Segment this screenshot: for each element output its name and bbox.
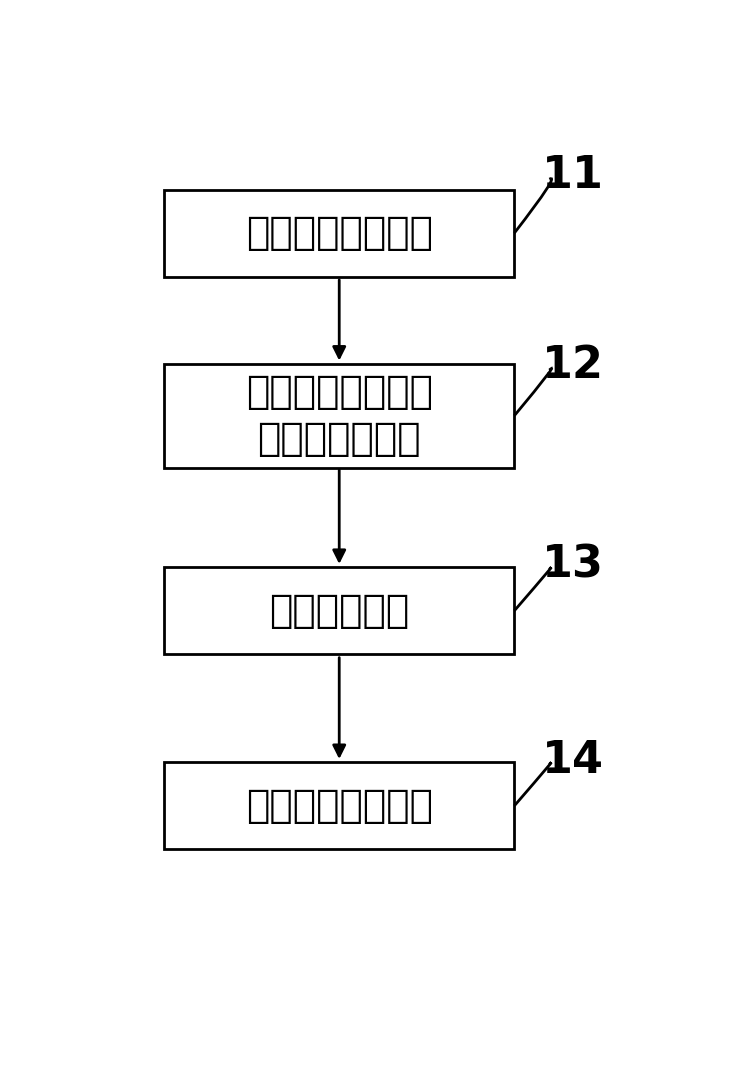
Bar [164,364,514,468]
Text: 11: 11 [541,153,604,196]
Text: 14: 14 [541,738,604,782]
Text: 预测本体温度: 预测本体温度 [269,592,410,630]
Bar [164,762,514,849]
Text: 预测最优充电电流: 预测最优充电电流 [245,787,433,825]
Bar [164,567,514,654]
Text: 13: 13 [541,543,604,586]
Bar [164,190,514,277]
Text: 构造充电目标函数: 构造充电目标函数 [245,215,433,252]
Text: 12: 12 [541,345,604,387]
Text: 获取实测本体温度
和实测环境温度: 获取实测本体温度 和实测环境温度 [245,373,433,458]
